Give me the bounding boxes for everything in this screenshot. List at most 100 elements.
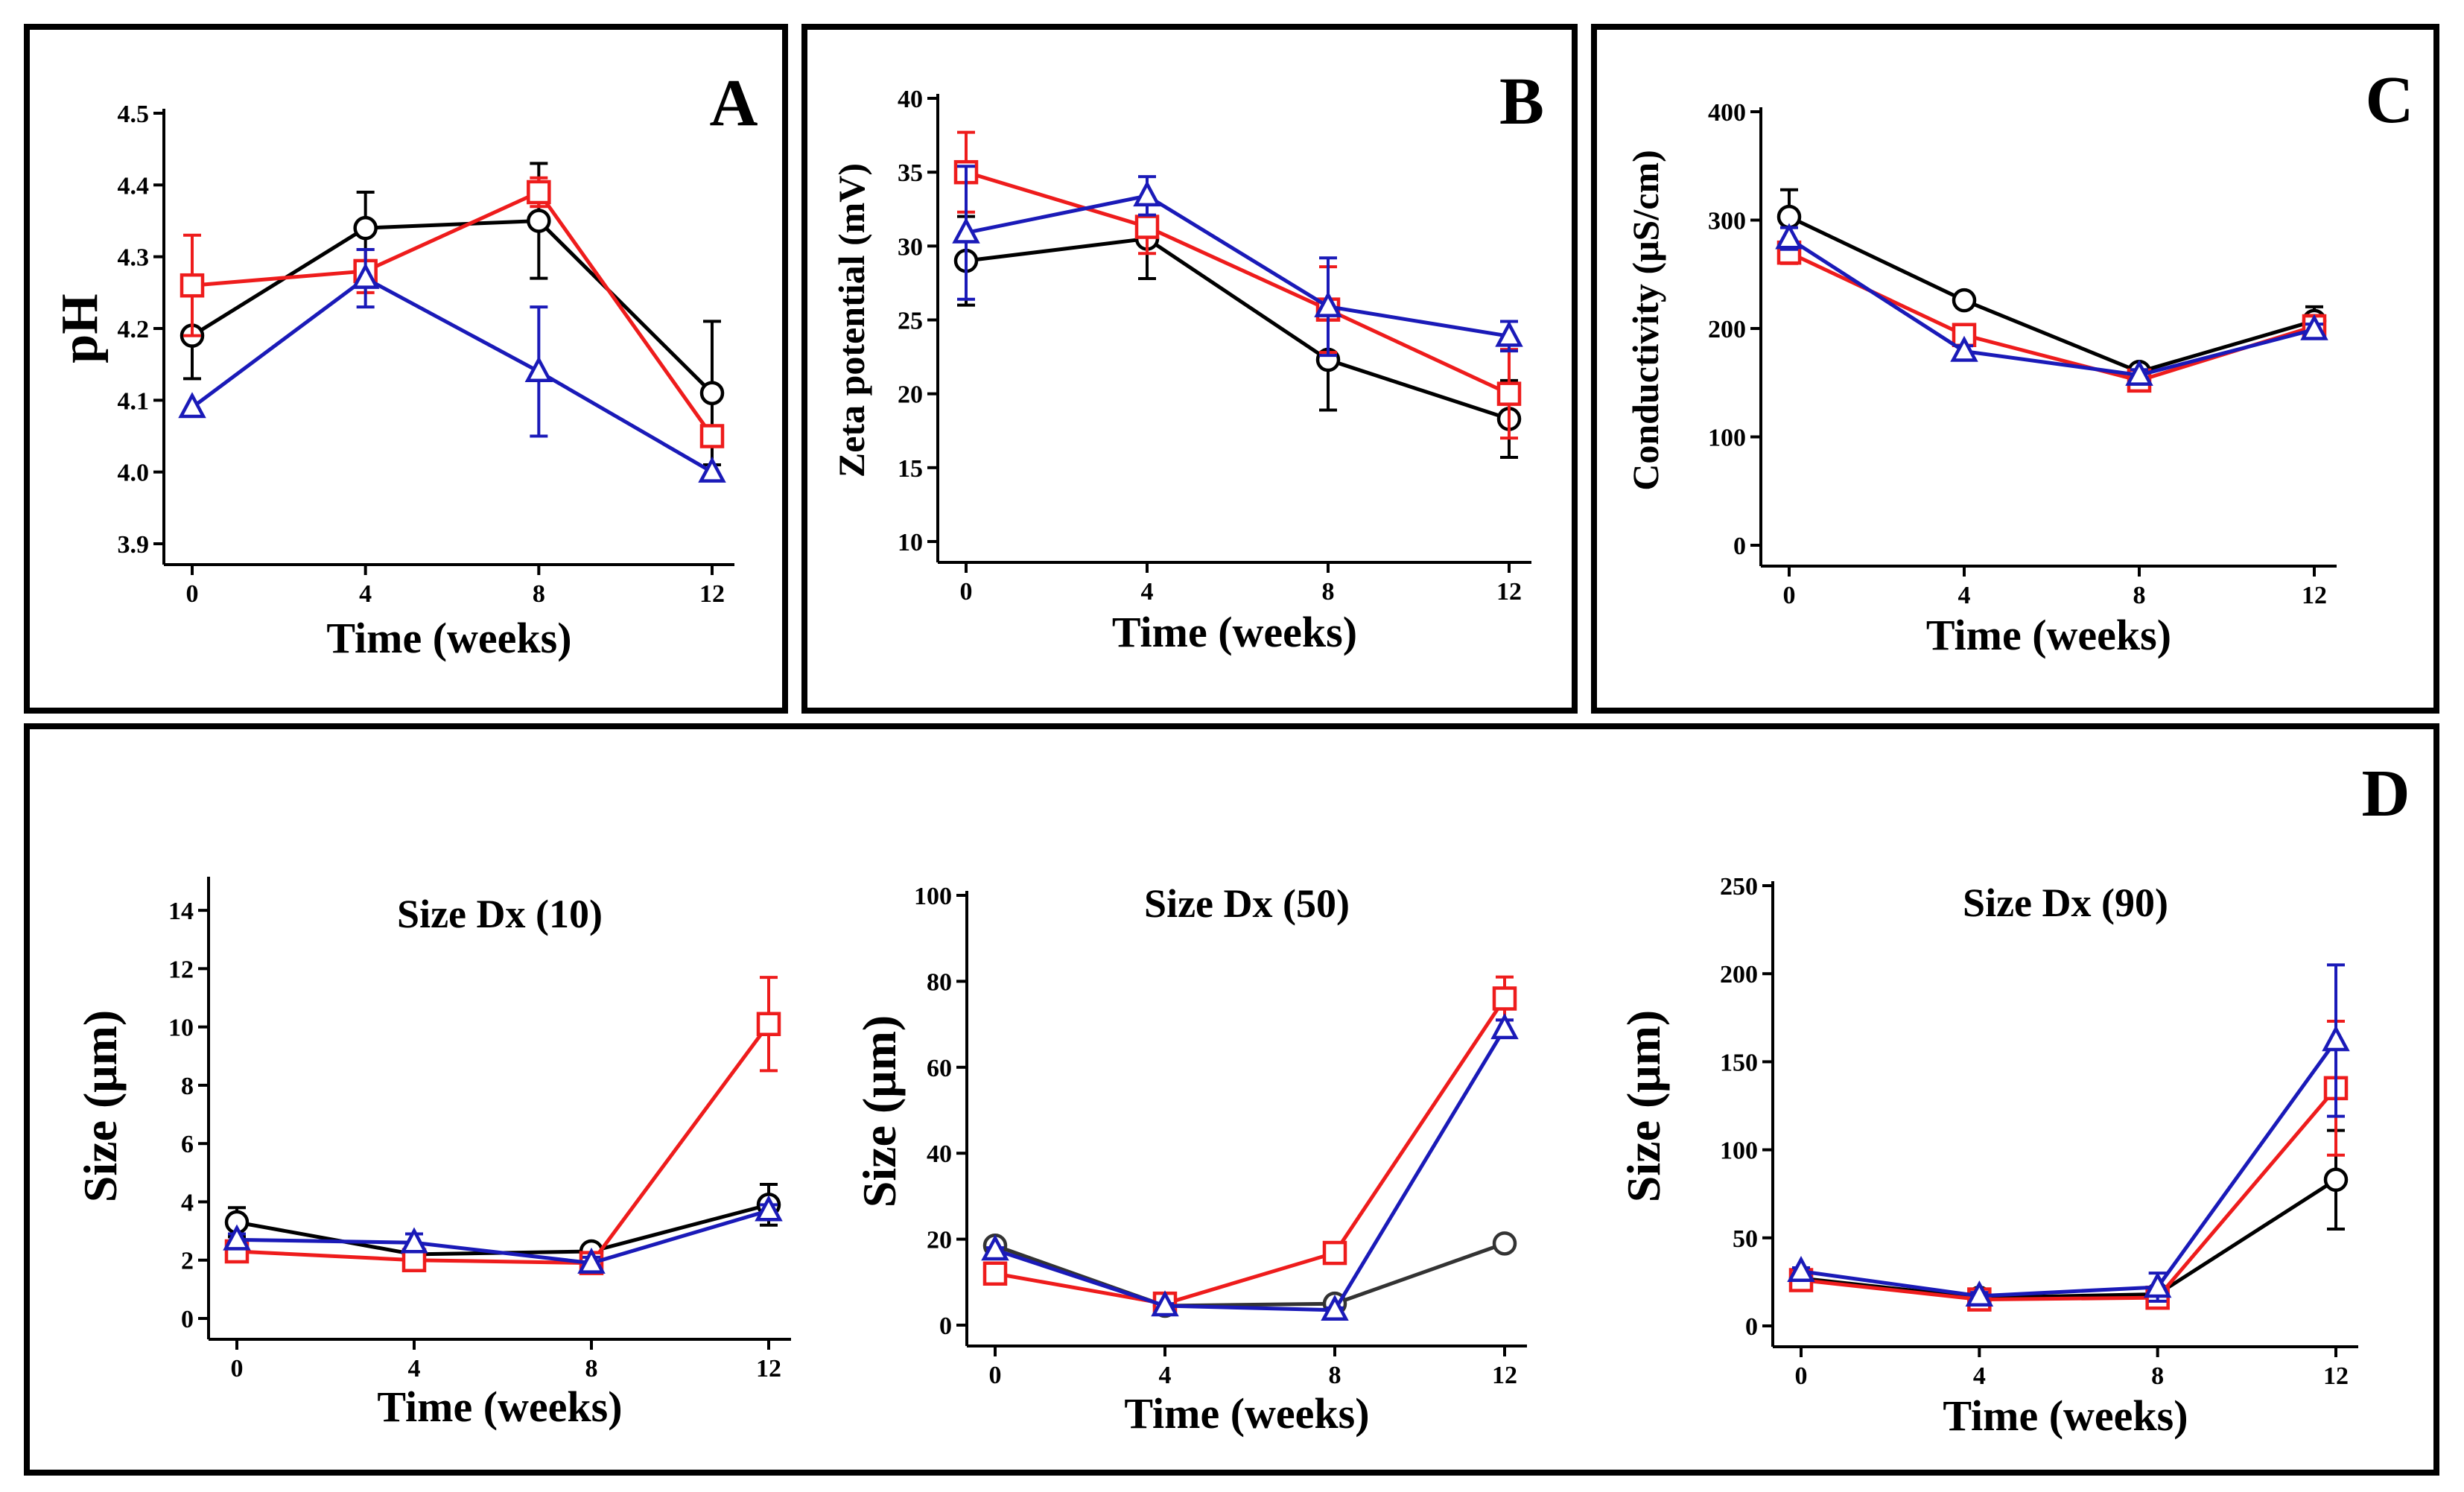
y-axis-label: Conductivity (μS/cm) [1625, 150, 1666, 491]
data-point-blue [178, 392, 206, 419]
y-tick-label: 3.9 [118, 531, 150, 559]
x-tick-label: 12 [2302, 582, 2327, 609]
chart-size-dx90: 0 50 100 150 200 250 0 4 8 12 Time (weeks) Size (μm… [1617, 873, 2358, 1440]
data-point-blue [1965, 1280, 1994, 1307]
x-tick-label: 4 [359, 580, 372, 608]
x-tick-label: 8 [1329, 1362, 1341, 1389]
chart-size-dx10: 0 2 4 6 8 10 12 14 0 4 8 12 Time (weeks) Size (μm) Siz… [74, 877, 791, 1431]
y-tick-label: 4.4 [118, 172, 150, 200]
y-tick-label: 200 [1720, 961, 1758, 988]
y-tick-label: 0 [1733, 533, 1746, 560]
y-tick-label: 40 [898, 86, 923, 113]
y-tick-label: 0 [1745, 1313, 1758, 1341]
series-line-red [994, 997, 1507, 1306]
series-line-blue [965, 194, 1510, 338]
y-tick-label: 0 [939, 1312, 952, 1340]
data-point-red [1776, 240, 1802, 265]
x-tick-label: 0 [1783, 582, 1796, 609]
x-tick-label: 8 [585, 1355, 598, 1383]
data-point-red [982, 1261, 1008, 1286]
chart-title: Size Dx (10) [397, 892, 603, 936]
y-tick-label: 12 [168, 956, 194, 983]
series-line-blue [994, 1027, 1507, 1312]
data-point-red [180, 273, 205, 298]
y-tick-label: 0 [181, 1306, 194, 1333]
y-tick-label: 150 [1720, 1049, 1758, 1076]
y-tick-label: 35 [898, 159, 923, 187]
y-tick-label: 30 [898, 233, 923, 261]
y-axis-label: Size (μm) [853, 1015, 906, 1207]
y-tick-label: 4.3 [118, 244, 150, 272]
panel-d-letter: D [2362, 757, 2410, 831]
data-point-blue [2143, 1272, 2172, 1298]
data-point-blue [2322, 1025, 2350, 1052]
y-tick-label: 10 [898, 529, 923, 556]
data-point-blue [1314, 291, 1342, 317]
y-tick-label: 250 [1720, 873, 1758, 901]
y-tick-label: 14 [168, 898, 194, 925]
series-line-black [191, 218, 714, 395]
data-point-blue [698, 456, 726, 483]
x-axis-label: Time (weeks) [326, 614, 571, 662]
panel-b-letter: B [1499, 65, 1544, 139]
series-line-blue [236, 1208, 769, 1266]
panel-b-frame [801, 24, 1578, 714]
data-point-black [527, 209, 551, 233]
data-point-blue [1151, 1290, 1179, 1317]
series-line-black [994, 1242, 1505, 1308]
data-point-black [699, 381, 725, 405]
y-tick-label: 25 [898, 308, 923, 335]
panel-c-frame [1591, 24, 2439, 714]
data-point-blue [1787, 1255, 1815, 1282]
series-line-red [1800, 1087, 2337, 1302]
y-tick-label: 200 [1708, 316, 1746, 343]
x-tick-label: 8 [1322, 578, 1335, 606]
chart-ph: 3.9 4.0 4.1 4.2 4.3 4.4 4.5 0 4 8 12 Time (weeks) pH [51, 101, 734, 662]
data-point-blue [1495, 320, 1523, 347]
panel-d-frame [24, 723, 2439, 1476]
x-tick-label: 4 [1141, 578, 1154, 606]
data-point-red [1322, 1240, 1347, 1266]
y-tick-label: 100 [1720, 1137, 1758, 1165]
data-point-red [1492, 986, 1517, 1011]
series-line-blue [1788, 237, 2315, 378]
x-tick-label: 4 [1159, 1362, 1172, 1389]
data-point-blue [2125, 359, 2153, 386]
x-tick-label: 0 [1795, 1362, 1808, 1390]
x-tick-label: 12 [756, 1355, 781, 1383]
x-tick-label: 0 [960, 578, 973, 606]
y-tick-label: 400 [1708, 99, 1746, 127]
y-tick-label: 300 [1708, 208, 1746, 235]
series-line-black [1788, 215, 2315, 374]
x-tick-label: 0 [231, 1355, 244, 1383]
x-tick-label: 4 [1958, 582, 1971, 609]
y-tick-label: 4 [181, 1189, 194, 1216]
x-axis-label: Time (weeks) [1124, 1389, 1369, 1438]
x-tick-label: 4 [408, 1355, 421, 1383]
data-point-red [527, 180, 551, 205]
y-tick-label: 100 [1708, 425, 1746, 452]
data-point-blue [351, 262, 380, 289]
data-point-red [1134, 215, 1160, 239]
x-tick-label: 12 [1492, 1362, 1517, 1389]
x-tick-label: 12 [1496, 578, 1522, 606]
data-point-blue [2300, 314, 2328, 340]
series-line-red [965, 170, 1511, 396]
chart-size-dx50: 0 20 40 60 80 100 0 4 8 12 Time (weeks) Size (μm) Si… [853, 881, 1527, 1438]
y-tick-label: 20 [898, 381, 923, 409]
data-point-blue [1321, 1295, 1349, 1321]
data-point-black [2323, 1167, 2349, 1193]
y-tick-label: 10 [168, 1015, 194, 1042]
y-axis-label: Size (μm) [74, 1010, 127, 1202]
y-axis-label: Zeta potential (mV) [831, 163, 872, 477]
data-point-red [1496, 381, 1522, 406]
y-tick-label: 6 [181, 1131, 194, 1158]
y-tick-label: 4.0 [118, 460, 150, 487]
series-line-black [965, 236, 1510, 421]
x-tick-label: 0 [186, 580, 199, 608]
x-tick-label: 8 [2151, 1362, 2164, 1390]
panel-a-frame [24, 24, 788, 714]
series-line-black [236, 1202, 769, 1257]
y-tick-label: 20 [927, 1227, 952, 1254]
